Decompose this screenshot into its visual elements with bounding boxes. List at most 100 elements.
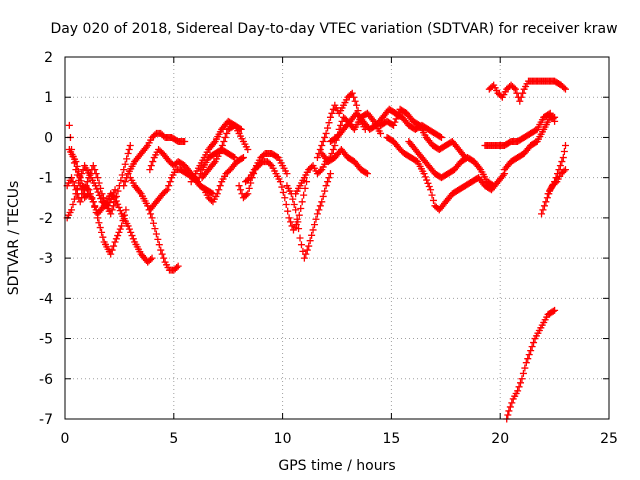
data-point	[91, 166, 99, 174]
data-point	[282, 200, 290, 208]
data-point	[97, 195, 105, 203]
data-point	[436, 133, 444, 141]
data-point	[328, 109, 336, 117]
data-point	[73, 162, 81, 170]
data-point	[560, 167, 568, 175]
data-point	[208, 189, 216, 197]
series-track-22	[481, 109, 559, 149]
data-point	[527, 347, 535, 355]
data-point	[115, 228, 123, 236]
data-point	[114, 232, 122, 240]
data-point	[147, 162, 155, 170]
data-point	[561, 166, 569, 174]
x-tick-label: 25	[600, 431, 618, 447]
data-point	[215, 150, 223, 158]
data-point	[283, 170, 291, 178]
data-point	[287, 218, 295, 226]
series-track-27	[503, 306, 559, 423]
data-point	[76, 198, 84, 206]
data-point	[83, 178, 91, 186]
data-point	[215, 186, 223, 194]
data-point	[220, 137, 228, 145]
data-point	[210, 159, 218, 167]
data-point	[301, 184, 309, 192]
data-point	[111, 186, 119, 194]
data-point	[146, 166, 154, 174]
data-point	[561, 85, 569, 93]
data-point	[84, 185, 92, 193]
data-point	[238, 154, 246, 162]
data-point	[316, 167, 324, 175]
data-point	[93, 185, 101, 193]
data-point	[295, 211, 303, 219]
data-point	[528, 343, 536, 351]
data-point	[556, 162, 564, 170]
data-point	[112, 197, 120, 205]
data-point	[321, 187, 329, 195]
data-point	[555, 166, 563, 174]
data-point	[69, 200, 77, 208]
series-track-21	[405, 137, 498, 190]
data-point	[162, 187, 170, 195]
data-point	[284, 207, 292, 215]
data-point	[543, 194, 551, 202]
data-point	[559, 154, 567, 162]
axis-ticks: 0 5 10 15 20 25 -7 -6 -5 -4 -3 -2 -1 0 1 2	[39, 50, 618, 447]
series-track-20	[383, 133, 509, 214]
data-point	[126, 141, 134, 149]
data-point	[92, 170, 100, 178]
data-point	[98, 228, 106, 236]
data-point	[311, 221, 319, 229]
data-point	[91, 202, 99, 210]
data-point	[237, 125, 245, 133]
data-point	[250, 170, 258, 178]
data-point	[303, 178, 311, 186]
data-point	[114, 200, 122, 208]
data-point	[305, 242, 313, 250]
data-point	[427, 186, 435, 194]
data-points-layer	[63, 77, 569, 423]
data-point	[519, 369, 527, 377]
data-point	[324, 124, 332, 132]
y-tick-label: 2	[44, 50, 53, 66]
data-point	[86, 190, 94, 198]
data-point	[298, 198, 306, 206]
data-point	[89, 198, 97, 206]
data-point	[147, 255, 155, 263]
data-point	[244, 146, 252, 154]
data-point	[540, 202, 548, 210]
data-point	[78, 194, 86, 202]
data-point	[490, 182, 498, 190]
y-tick-label: -1	[39, 171, 53, 187]
data-point	[148, 214, 156, 222]
data-point	[242, 191, 250, 199]
data-point	[331, 141, 339, 149]
data-point	[325, 174, 333, 182]
data-point	[239, 154, 247, 162]
data-point	[89, 162, 97, 170]
data-point	[297, 205, 305, 213]
data-point	[149, 158, 157, 166]
series-track-24	[501, 113, 559, 174]
data-point	[524, 355, 532, 363]
data-point	[558, 158, 566, 166]
data-point	[517, 379, 525, 387]
data-point	[237, 186, 245, 194]
y-tick-label: -4	[39, 291, 53, 307]
data-point	[120, 182, 128, 190]
data-point	[306, 237, 314, 245]
data-point	[363, 170, 371, 178]
data-point	[118, 222, 126, 230]
data-point	[116, 207, 124, 215]
data-point	[316, 202, 324, 210]
data-point	[326, 170, 334, 178]
data-point	[391, 118, 399, 126]
data-point	[247, 179, 255, 187]
series-track-10	[198, 121, 252, 182]
data-point	[325, 119, 333, 127]
data-point	[108, 192, 116, 200]
data-point	[329, 146, 337, 154]
data-point	[289, 195, 297, 203]
data-point	[107, 195, 115, 203]
data-point	[421, 173, 429, 181]
